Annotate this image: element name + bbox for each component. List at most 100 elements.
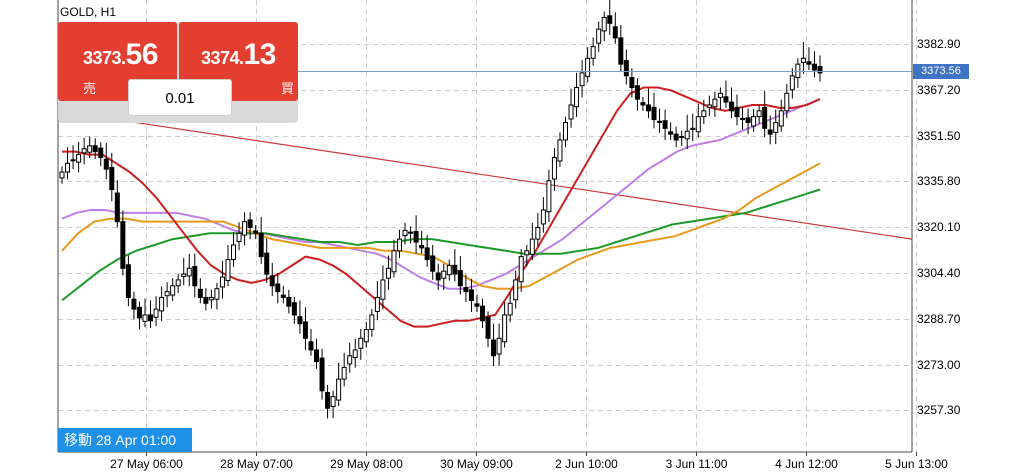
candle-body <box>585 57 591 77</box>
x-tick-label: 3 Jun 11:00 <box>665 457 728 471</box>
y-tick-label: 3257.30 <box>917 402 961 417</box>
candle-body <box>81 148 87 154</box>
candle-body <box>286 296 292 307</box>
candle-body <box>203 296 209 304</box>
candle-body <box>474 303 480 307</box>
candle-body <box>562 121 568 141</box>
candle-body <box>87 145 93 153</box>
candle-body <box>302 321 308 339</box>
candle-body <box>618 37 624 65</box>
y-tick-label: 3382.90 <box>917 36 961 51</box>
y-tick-label: 3320.10 <box>917 219 961 234</box>
candle-body <box>125 264 131 298</box>
goto-date-button[interactable]: 移動 28 Apr 01:00 <box>58 428 192 452</box>
x-tick-label: 4 Jun 12:00 <box>775 457 838 471</box>
candle-body <box>452 264 458 275</box>
candle-body <box>280 294 286 298</box>
candle-body <box>236 232 242 242</box>
candle-body <box>341 366 347 380</box>
candle-body <box>657 120 663 123</box>
candle-body <box>148 314 154 322</box>
candle-body <box>507 302 513 316</box>
candle-body <box>502 314 508 343</box>
candle-body <box>291 302 297 316</box>
one-click-trade-panel: 3373.56 売 3374.13 買 0.01 <box>58 22 298 123</box>
candle-body <box>717 92 723 98</box>
candle-body <box>574 86 580 108</box>
candle-body <box>557 139 563 162</box>
candle-body <box>435 272 441 281</box>
sell-price-big: 56 <box>125 38 159 71</box>
candle-body <box>391 250 397 273</box>
candle-body <box>535 226 541 240</box>
candle-body <box>468 289 474 301</box>
candle-body <box>385 267 391 279</box>
candlesticks <box>59 0 823 419</box>
candle-body <box>518 256 524 283</box>
candle-body <box>114 192 120 223</box>
sell-button[interactable]: 3373.56 売 <box>58 22 177 101</box>
candle-body <box>358 337 364 349</box>
candle-body <box>590 46 596 59</box>
buy-price: 3374.13 <box>201 38 276 72</box>
candle-body <box>314 349 320 363</box>
candle-body <box>424 247 430 261</box>
candle-body <box>186 267 192 277</box>
candle-body <box>579 72 585 87</box>
candle-body <box>408 231 414 234</box>
candle-body <box>380 279 386 300</box>
candle-body <box>275 283 281 293</box>
candle-body <box>247 219 253 228</box>
candle-body <box>142 314 148 322</box>
candle-body <box>374 296 380 312</box>
x-tick-label: 28 May 07:00 <box>220 457 293 471</box>
candle-body <box>120 221 126 269</box>
candle-body <box>546 180 552 213</box>
candle-body <box>98 147 104 158</box>
candle-body <box>479 305 485 322</box>
candle-body <box>197 288 203 298</box>
candle-body <box>258 232 264 258</box>
candle-body <box>170 285 176 296</box>
candle-body <box>806 61 812 65</box>
candle-body <box>695 116 701 133</box>
candle-body <box>634 85 640 100</box>
buy-price-big: 13 <box>243 38 277 71</box>
candle-body <box>347 355 353 365</box>
y-tick-label: 3288.70 <box>917 311 961 326</box>
candle-body <box>430 255 436 272</box>
candle-body <box>65 162 71 173</box>
candle-body <box>231 244 237 261</box>
candle-body <box>131 298 137 310</box>
candle-body <box>192 266 198 287</box>
candle-body <box>701 110 707 118</box>
candle-body <box>784 92 790 112</box>
candle-body <box>690 127 696 130</box>
candle-body <box>269 275 275 287</box>
x-tick-label: 29 May 08:00 <box>330 457 403 471</box>
y-tick-label: 3367.20 <box>917 82 961 97</box>
buy-price-small: 3374. <box>201 48 244 68</box>
candle-body <box>607 15 613 24</box>
ma-fast-line <box>62 86 821 328</box>
candle-body <box>712 98 718 108</box>
candle-body <box>297 316 303 325</box>
lot-size-input[interactable]: 0.01 <box>128 79 232 116</box>
buy-button[interactable]: 3374.13 買 <box>179 22 298 101</box>
candle-body <box>679 135 685 138</box>
x-tick-label: 27 May 06:00 <box>110 457 183 471</box>
candle-body <box>540 209 546 225</box>
trendline-segment <box>57 110 913 240</box>
candle-body <box>325 392 331 409</box>
candle-body <box>756 110 762 118</box>
candle-body <box>92 145 98 153</box>
candle-body <box>457 270 463 287</box>
candle-body <box>242 221 248 236</box>
candle-body <box>762 106 768 129</box>
candle-body <box>419 245 425 249</box>
candle-body <box>352 349 358 359</box>
ma-slow-line <box>61 188 821 302</box>
candle-body <box>70 159 76 162</box>
candle-body <box>59 171 65 179</box>
